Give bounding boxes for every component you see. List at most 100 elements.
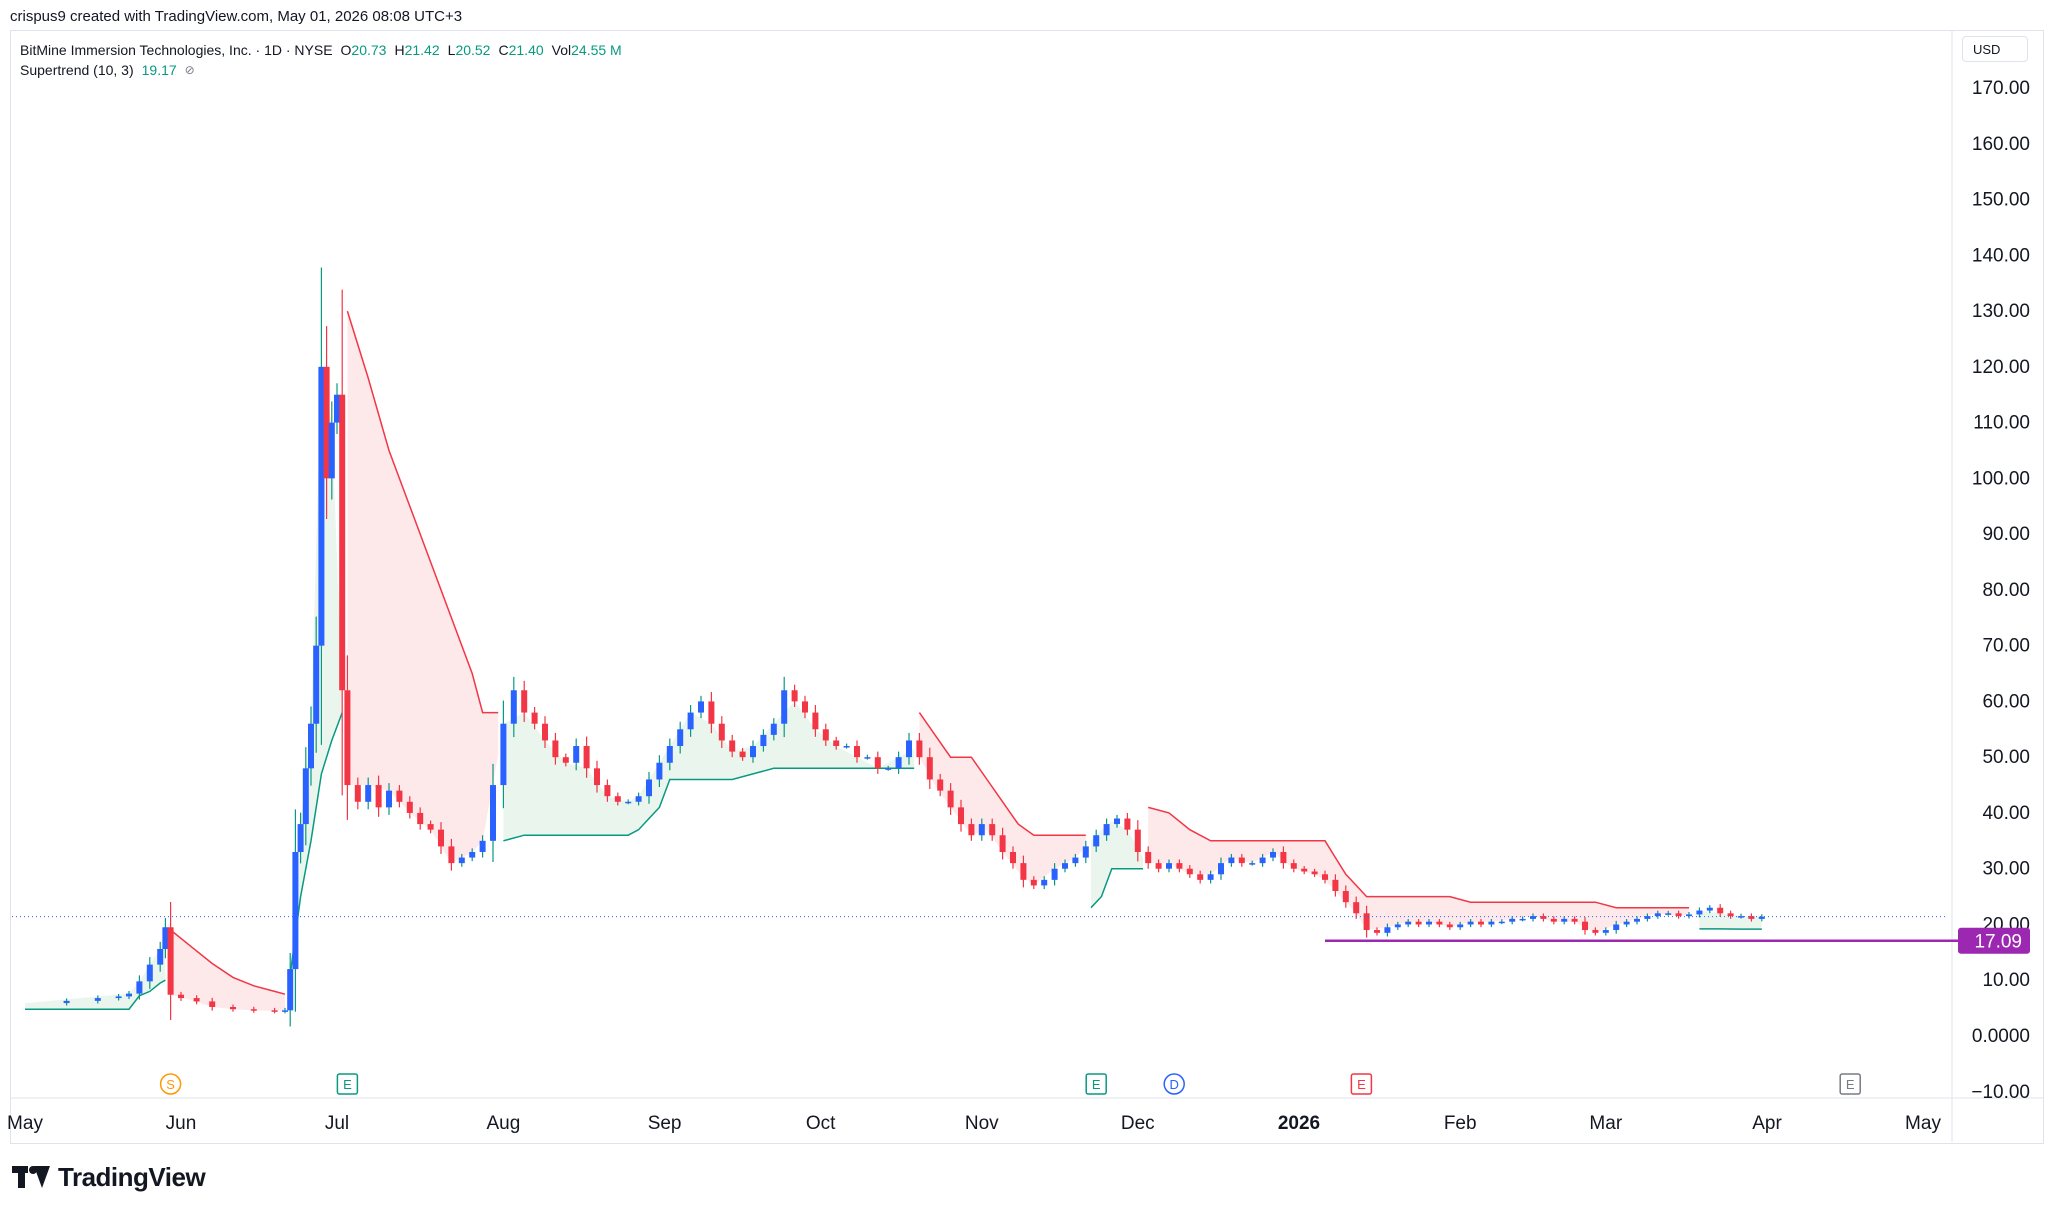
candle-up bbox=[302, 768, 309, 825]
candle-up bbox=[1519, 918, 1526, 921]
candle-down bbox=[1748, 916, 1755, 919]
candle-down bbox=[1374, 930, 1380, 933]
candle-up bbox=[1114, 818, 1120, 825]
candle-down bbox=[167, 927, 174, 995]
candle-down bbox=[1301, 868, 1308, 872]
candle-down bbox=[1550, 918, 1557, 922]
candle-down bbox=[1030, 879, 1037, 886]
candle-down bbox=[802, 701, 808, 713]
candle-up bbox=[1384, 927, 1391, 933]
candle-up bbox=[1561, 918, 1568, 922]
event-marker-icon bbox=[336, 1073, 359, 1095]
candle-up bbox=[458, 857, 465, 864]
candle-up bbox=[635, 796, 642, 802]
candle-up bbox=[1530, 916, 1536, 919]
candle-down bbox=[344, 690, 351, 786]
supertrend-line-down bbox=[170, 929, 286, 995]
candle-up bbox=[760, 734, 767, 747]
candle-up bbox=[318, 366, 325, 646]
candle-up bbox=[313, 645, 320, 724]
candle-up bbox=[1082, 846, 1089, 858]
candle-up bbox=[136, 981, 143, 994]
candle-up bbox=[1665, 913, 1672, 915]
y-tick-label: 100.00 bbox=[1972, 468, 2030, 489]
candle-down bbox=[250, 1009, 257, 1011]
supertrend-line-up bbox=[289, 712, 343, 975]
x-tick-label: Jul bbox=[325, 1113, 349, 1134]
candle-up bbox=[698, 701, 704, 713]
candle-down bbox=[583, 746, 590, 769]
candle-up bbox=[1488, 921, 1495, 925]
candle-down bbox=[542, 723, 548, 741]
candle-up bbox=[510, 690, 517, 724]
candle-down bbox=[531, 712, 538, 724]
candle-up bbox=[1051, 868, 1058, 880]
event-marker-letter: E bbox=[1092, 1077, 1101, 1092]
candle-down bbox=[230, 1007, 236, 1010]
candle-down bbox=[1186, 868, 1193, 875]
candle-up bbox=[1103, 824, 1110, 836]
event-marker-icon bbox=[1839, 1073, 1861, 1095]
y-tick-label: 70.00 bbox=[1982, 636, 2030, 657]
event-marker-letter: E bbox=[1846, 1077, 1855, 1092]
y-tick-label: 0.0000 bbox=[1972, 1026, 2030, 1047]
candle-up bbox=[750, 746, 756, 758]
candle-down bbox=[729, 740, 736, 752]
visibility-icon[interactable]: ⊘ bbox=[184, 63, 195, 77]
candle-down bbox=[833, 740, 840, 747]
candle-up bbox=[1394, 924, 1401, 928]
symbol-legend-row: BitMine Immersion Technologies, Inc. · 1… bbox=[20, 40, 622, 60]
candle-up bbox=[282, 1010, 288, 1012]
candle-down bbox=[854, 746, 860, 758]
supertrend-fill-down bbox=[919, 712, 1086, 886]
supertrend-fill-down bbox=[1148, 807, 1689, 933]
candle-down bbox=[323, 366, 330, 479]
candle-down bbox=[947, 790, 954, 808]
y-tick-label: 80.00 bbox=[1982, 580, 2030, 601]
currency-selector[interactable]: USD bbox=[1962, 36, 2028, 62]
tradingview-logo-icon bbox=[12, 1166, 50, 1188]
indicator-title[interactable]: Supertrend (10, 3) bbox=[20, 62, 134, 78]
x-tick-label: Apr bbox=[1752, 1113, 1782, 1134]
supertrend-line-down bbox=[346, 310, 499, 714]
candle-down bbox=[926, 757, 933, 780]
volume-label: Vol bbox=[551, 42, 572, 58]
x-tick-label: Mar bbox=[1589, 1113, 1622, 1134]
candle-up bbox=[1259, 857, 1266, 864]
candle-up bbox=[297, 824, 304, 852]
candle-up bbox=[687, 712, 694, 730]
candle-down bbox=[1145, 851, 1152, 864]
tradingview-logo[interactable]: TradingView bbox=[12, 1160, 206, 1194]
candle-up bbox=[1166, 863, 1172, 869]
close-value: 21.40 bbox=[508, 42, 544, 58]
candle-up bbox=[1072, 857, 1079, 864]
candle-up bbox=[1093, 835, 1100, 847]
candle-up bbox=[781, 690, 788, 724]
y-tick-label: 130.00 bbox=[1972, 301, 2030, 322]
candle-down bbox=[614, 796, 621, 802]
candle-down bbox=[1363, 913, 1370, 931]
chart-attribution: crispus9 created with TradingView.com, M… bbox=[10, 8, 463, 25]
supertrend-fill-up bbox=[503, 701, 915, 841]
candle-up bbox=[157, 949, 164, 965]
candle-up bbox=[1706, 907, 1713, 911]
y-tick-label: 120.00 bbox=[1972, 357, 2030, 378]
candle-up bbox=[677, 729, 684, 747]
candle-up bbox=[292, 851, 299, 970]
candle-up bbox=[1207, 874, 1214, 880]
symbol-title[interactable]: BitMine Immersion Technologies, Inc. · 1… bbox=[20, 42, 333, 58]
candle-down bbox=[1124, 818, 1131, 830]
supertrend-line-up bbox=[25, 979, 166, 1010]
low-value: 20.52 bbox=[455, 42, 491, 58]
candle-down bbox=[1727, 913, 1734, 917]
candle-down bbox=[552, 740, 559, 758]
candle-down bbox=[448, 846, 455, 864]
candle-up bbox=[386, 790, 392, 808]
candle-down bbox=[375, 785, 382, 808]
candlestick-chart[interactable]: 170.00 160.00 150.00 140.00 130.00 120.00 110.… bbox=[0, 0, 2048, 1150]
y-tick-label: 10.00 bbox=[1982, 970, 2030, 991]
candle-down bbox=[1238, 857, 1245, 864]
candle-up bbox=[94, 998, 101, 1001]
candle-down bbox=[1342, 891, 1349, 903]
candle-up bbox=[1041, 879, 1048, 886]
